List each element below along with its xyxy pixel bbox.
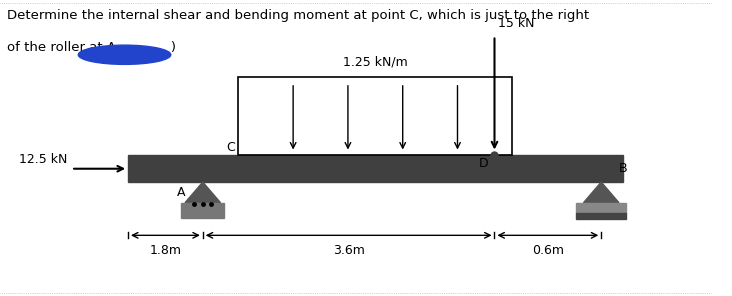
Bar (239, 77, 512, 155)
Text: 3.6m: 3.6m (333, 244, 365, 257)
Text: 0.6m: 0.6m (532, 244, 564, 257)
Bar (128, 155, 622, 182)
Text: A: A (176, 186, 185, 199)
Text: 12.5 kN: 12.5 kN (19, 153, 67, 166)
Bar (576, 203, 626, 213)
Text: 1.25 kN/m: 1.25 kN/m (343, 55, 408, 68)
Text: D: D (479, 157, 489, 170)
Bar (576, 213, 626, 219)
Text: of the roller at A.            ): of the roller at A. ) (7, 41, 176, 54)
Text: Determine the internal shear and bending moment at point C, which is just to the: Determine the internal shear and bending… (7, 9, 589, 22)
Text: 15 kN: 15 kN (498, 17, 534, 30)
Bar (182, 203, 224, 218)
Text: 1.8m: 1.8m (149, 244, 182, 257)
Ellipse shape (78, 45, 171, 65)
Polygon shape (583, 182, 619, 203)
Text: B: B (619, 162, 627, 175)
Text: C: C (226, 141, 235, 154)
Polygon shape (185, 182, 220, 203)
